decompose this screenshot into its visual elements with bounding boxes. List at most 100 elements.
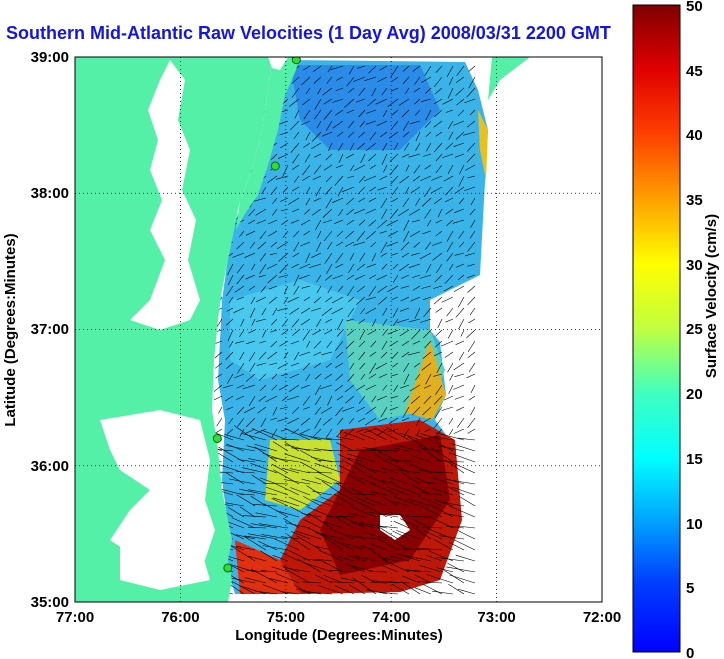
- velocity-vector: [457, 588, 476, 595]
- velocity-vector: [411, 329, 421, 340]
- warm-zone-northeast: [478, 110, 488, 180]
- velocity-vector: [316, 120, 322, 129]
- velocity-vector: [236, 241, 245, 250]
- velocity-vector: [279, 197, 289, 202]
- velocity-vector: [359, 545, 377, 551]
- velocity-vector: [277, 362, 289, 370]
- velocity-vector: [251, 428, 278, 441]
- velocity-vector: [371, 395, 377, 403]
- velocity-vector: [411, 406, 421, 416]
- velocity-vector: [414, 434, 432, 441]
- velocity-vector: [469, 307, 476, 316]
- velocity-vector: [361, 574, 377, 584]
- velocity-vector: [447, 329, 454, 339]
- velocity-vector: [421, 285, 432, 289]
- velocity-vector: [453, 384, 465, 390]
- velocity-vector: [470, 406, 476, 416]
- velocity-vector: [299, 450, 322, 463]
- velocity-vector: [438, 445, 465, 452]
- velocity-vector: [420, 505, 443, 518]
- velocity-vector: [336, 428, 344, 437]
- velocity-vector: [236, 384, 245, 389]
- velocity-vector: [256, 219, 267, 224]
- velocity-vector: [270, 340, 278, 348]
- velocity-vector: [470, 384, 476, 394]
- velocity-vector: [291, 428, 300, 435]
- velocity-vector: [272, 555, 289, 562]
- velocity-vector: [233, 307, 245, 313]
- velocity-vector: [466, 329, 476, 339]
- velocity-vector: [393, 447, 410, 452]
- velocity-vector: [236, 471, 256, 474]
- velocity-vector: [434, 87, 443, 95]
- velocity-vector: [468, 318, 476, 324]
- velocity-vector: [366, 474, 388, 485]
- velocity-vector: [316, 274, 322, 283]
- velocity-vector: [430, 504, 454, 518]
- velocity-vector: [422, 296, 432, 301]
- velocity-vector: [433, 197, 443, 205]
- velocity-vector: [454, 373, 465, 377]
- velocity-vector: [305, 252, 311, 263]
- velocity-vector: [308, 513, 333, 529]
- velocity-vector: [235, 534, 256, 540]
- velocity-vector: [403, 460, 421, 463]
- velocity-vector: [437, 208, 443, 218]
- core-sound: [120, 540, 210, 590]
- velocity-vector: [365, 120, 377, 125]
- velocity-vector: [338, 142, 344, 151]
- velocity-vector: [444, 197, 454, 203]
- velocity-vector: [335, 76, 344, 81]
- velocity-vector: [433, 539, 454, 551]
- pamlico-sound: [100, 410, 215, 570]
- velocity-vector: [244, 252, 256, 258]
- velocity-vector: [226, 285, 234, 297]
- velocity-vector: [444, 459, 465, 474]
- hot-zone-southwest: [235, 540, 300, 594]
- velocity-vector: [414, 76, 421, 85]
- velocity-vector: [241, 467, 267, 474]
- velocity-vector: [387, 285, 399, 293]
- velocity-vector: [368, 373, 377, 379]
- velocity-vector: [446, 252, 454, 262]
- velocity-vector: [282, 518, 300, 529]
- velocity-vector: [365, 142, 377, 152]
- velocity-vector: [381, 263, 388, 270]
- velocity-vector: [257, 406, 267, 414]
- velocity-vector: [311, 142, 322, 149]
- velocity-vector: [238, 459, 256, 463]
- velocity-vector: [338, 556, 355, 562]
- y-tick-label: 35:00: [31, 594, 69, 611]
- velocity-vector: [356, 263, 366, 271]
- velocity-vector: [401, 417, 410, 422]
- velocity-vector: [371, 524, 399, 529]
- velocity-vector: [293, 175, 300, 183]
- velocity-vector: [416, 417, 421, 427]
- velocity-vector: [305, 186, 311, 195]
- velocity-vector: [414, 307, 421, 319]
- velocity-vector: [380, 197, 388, 209]
- velocity-vector: [257, 540, 278, 551]
- velocity-vector: [435, 230, 443, 237]
- velocity-vector: [248, 208, 256, 217]
- velocity-vector: [345, 340, 355, 350]
- velocity-vector: [435, 219, 443, 224]
- velocity-vector: [314, 153, 322, 158]
- velocity-vector: [358, 340, 366, 348]
- velocity-vector: [380, 467, 399, 474]
- velocity-vector: [422, 417, 432, 423]
- velocity-vector: [249, 241, 256, 249]
- velocity-vector: [269, 362, 278, 366]
- velocity-vector: [271, 373, 278, 380]
- velocity-vector: [289, 468, 311, 474]
- velocity-vector: [281, 329, 289, 335]
- velocity-vector: [446, 478, 465, 485]
- velocity-vector: [455, 554, 476, 562]
- velocity-vector: [400, 274, 410, 279]
- velocity-vector: [240, 318, 245, 327]
- velocity-vector: [408, 263, 421, 269]
- velocity-vector: [300, 219, 311, 226]
- velocity-vector: [399, 432, 421, 441]
- velocity-vector: [371, 87, 377, 97]
- velocity-vector: [248, 351, 256, 362]
